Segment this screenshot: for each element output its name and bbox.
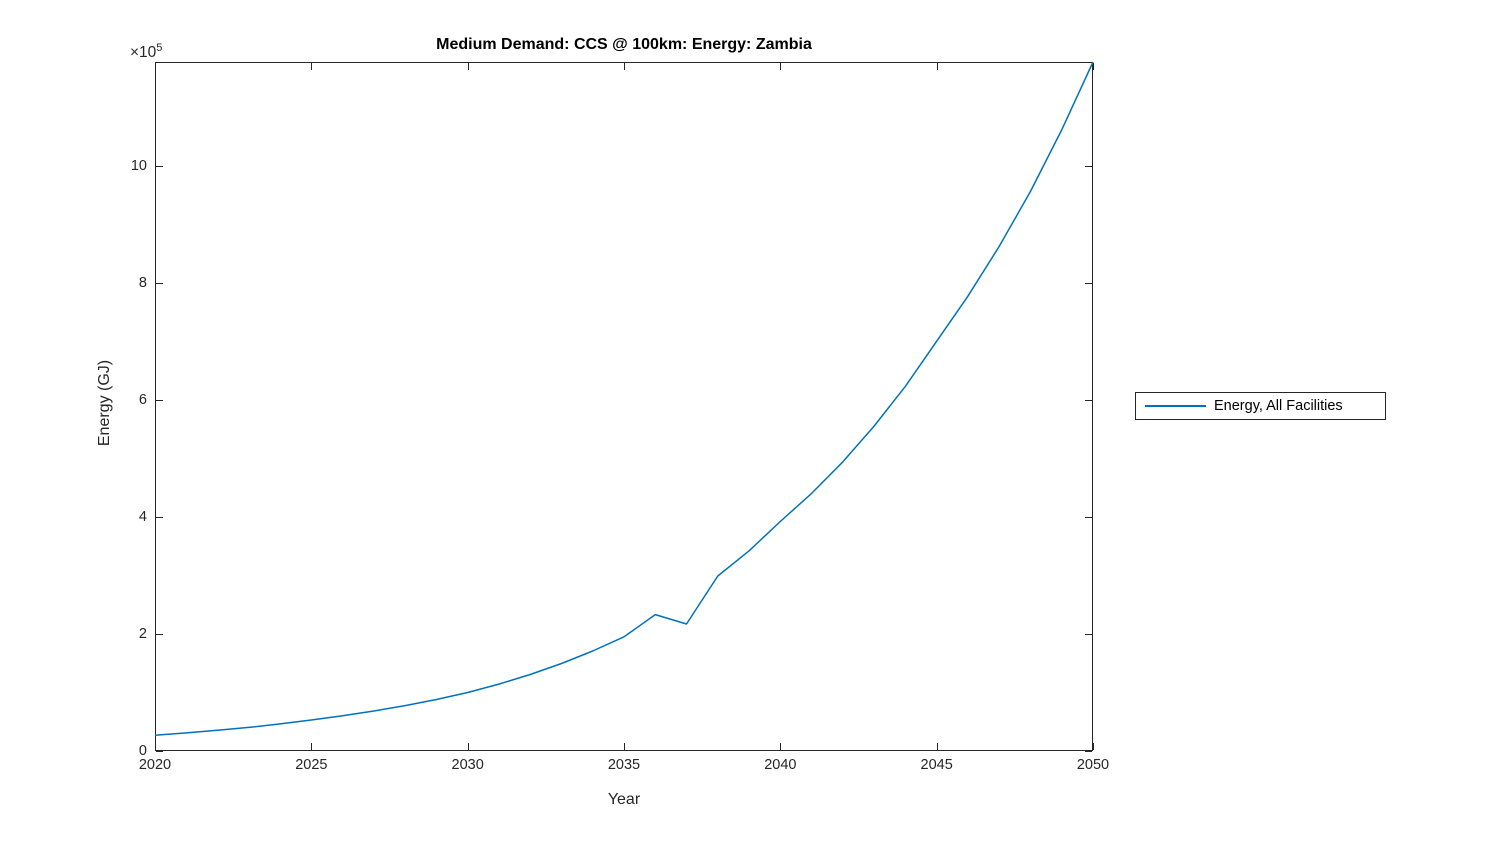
y-tick-label: 10 [130,157,147,174]
axes-box [155,62,1093,751]
legend: Energy, All Facilities [1135,392,1386,420]
line-chart-svg [154,61,1094,752]
x-tick-label: 2050 [1076,757,1110,773]
y-tick-label: 2 [138,625,147,642]
chart-title: Medium Demand: CCS @ 100km: Energy: Zamb… [436,36,812,53]
x-tick-label: 2025 [295,757,328,773]
legend-entry-label: Energy, All Facilities [1214,398,1343,414]
y-tick-label: 0 [138,743,147,759]
y-axis-exponent-label: ×105 [130,42,162,62]
legend-line-sample [1145,405,1206,407]
x-tick-label: 2035 [607,757,641,773]
plot-area [154,61,1094,752]
y-tick-label: 6 [138,391,147,408]
y-axis-exponent-base: ×10 [130,44,157,62]
x-tick-label: 2045 [920,757,953,773]
x-tick-label: 2040 [764,757,797,773]
y-tick-label: 8 [138,274,147,291]
energy-series-line [154,61,1094,736]
y-axis-exponent-power: 5 [156,42,163,54]
x-tick-label: 2030 [451,757,484,773]
x-tick-label: 2020 [138,757,172,773]
x-axis-label: Year [607,791,641,808]
y-tick-label: 4 [138,508,147,525]
